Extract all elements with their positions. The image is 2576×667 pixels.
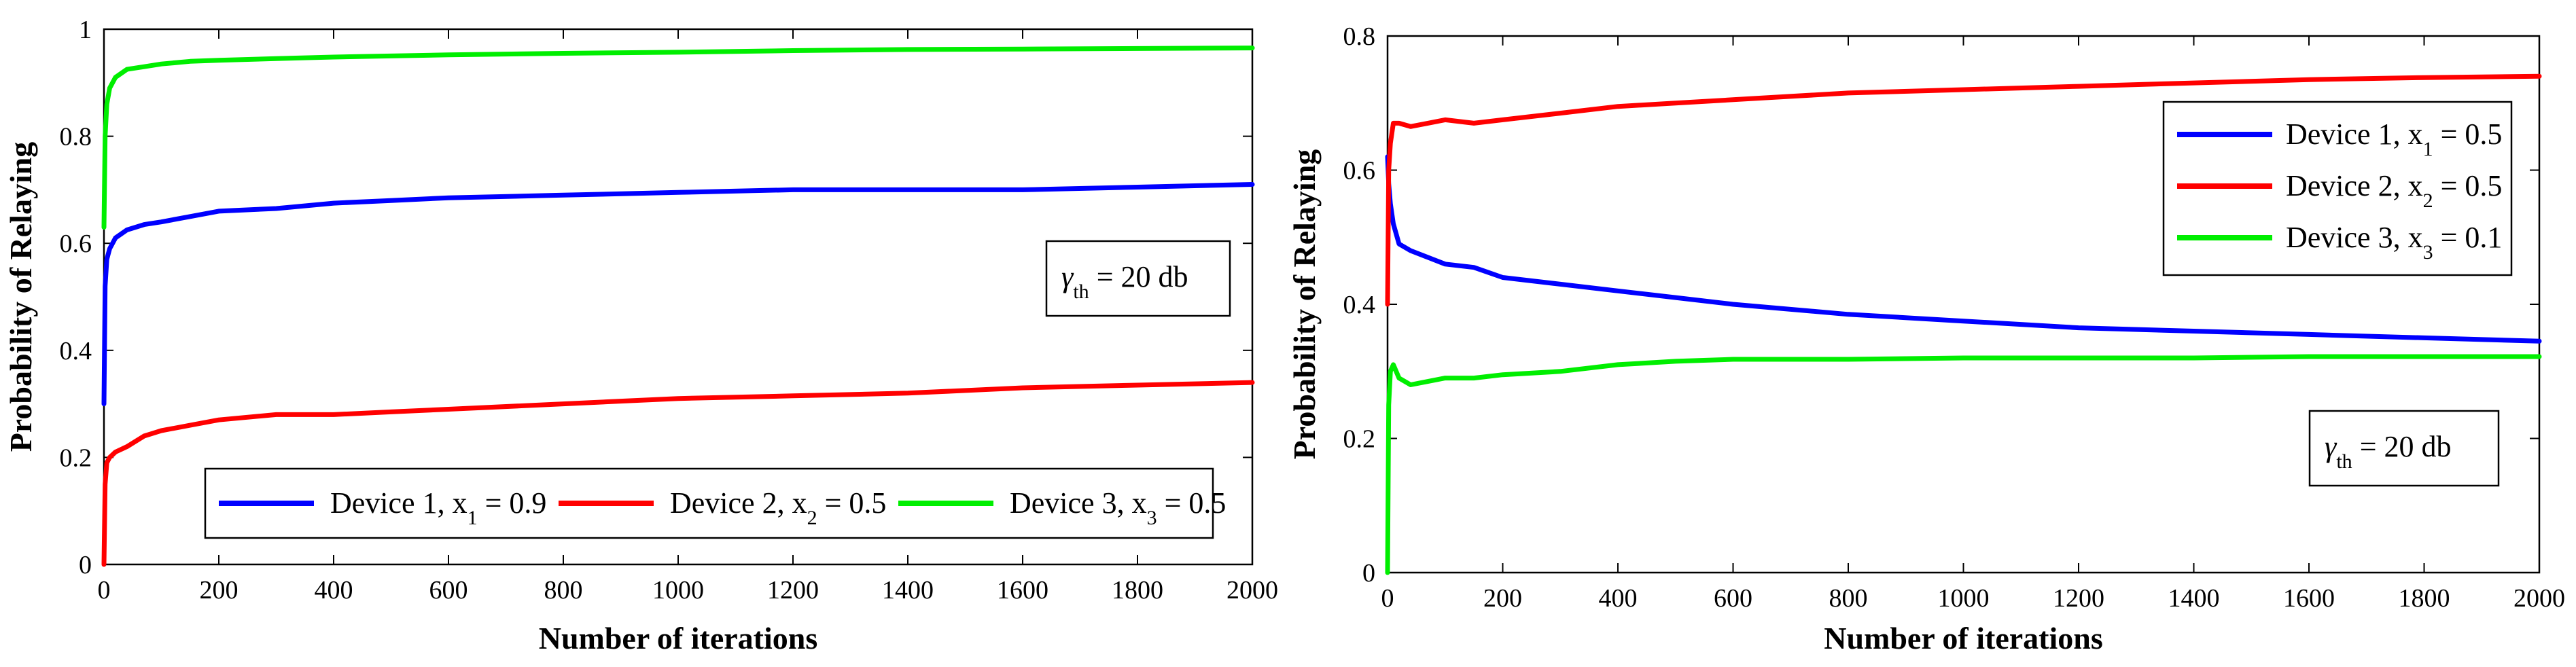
legend-label: Device 1, x1 = 0.5: [2286, 118, 2502, 160]
x-tick-label: 2000: [1227, 576, 1278, 605]
x-axis-label: Number of iterations: [539, 621, 818, 655]
x-tick-label: 1400: [882, 576, 934, 605]
x-tick-label: 600: [429, 576, 468, 605]
y-tick-label: 0.6: [1343, 157, 1376, 185]
x-tick-label: 0: [98, 576, 111, 605]
annotation-label: γth = 20 db: [2325, 430, 2452, 473]
y-tick-label: 1: [79, 16, 92, 44]
threshold-annotation: γth = 20 db: [2308, 410, 2500, 487]
x-tick-label: 1000: [1938, 584, 1990, 613]
legend-box: [204, 467, 1214, 539]
x-tick-label: 800: [1829, 584, 1868, 613]
x-tick-label: 1600: [2283, 584, 2335, 613]
legend-label: Device 2, x2 = 0.5: [670, 486, 886, 529]
x-tick-label: 200: [1483, 584, 1522, 613]
y-tick-label: 0.8: [1343, 22, 1376, 51]
series-line-device-1: [1385, 154, 2542, 344]
x-tick-label: 1800: [1112, 576, 1163, 605]
x-tick-label: 1400: [2168, 584, 2220, 613]
legend-label: Device 1, x1 = 0.9: [330, 486, 546, 529]
x-tick-label: 800: [544, 576, 583, 605]
x-tick-label: 1000: [652, 576, 704, 605]
threshold-annotation: γth = 20 db: [1045, 240, 1231, 317]
x-tick-label: 400: [1599, 584, 1638, 613]
x-axis-label: Number of iterations: [1824, 621, 2103, 655]
x-tick-label: 1800: [2399, 584, 2450, 613]
y-tick-label: 0: [79, 551, 92, 579]
x-tick-label: 0: [1381, 584, 1394, 613]
chart-1: 0 200 400 600 800 1000 1200 1400 1600 1800 2000 0 0.…: [3, 16, 1278, 655]
y-tick-label: 0: [1362, 559, 1375, 588]
y-tick-label: 0.4: [60, 337, 92, 365]
legend-label: Device 3, x3 = 0.1: [2286, 221, 2502, 264]
x-tick-label: 600: [1714, 584, 1752, 613]
y-tick-label: 0.6: [60, 230, 92, 258]
y-tick-label: 0.8: [60, 123, 92, 151]
legend: Device 1, x1 = 0.5 Device 2, x2 = 0.5 Devi…: [2162, 101, 2513, 276]
series-line-device-3: [1385, 354, 2542, 575]
x-tick-label: 400: [315, 576, 353, 605]
annotation-label: γth = 20 db: [1061, 260, 1188, 303]
x-tick-label: 1200: [2053, 584, 2104, 613]
series-line-device-1: [101, 182, 1255, 407]
legend: Device 1, x1 = 0.9 Device 2, x2 = 0.5 Devi…: [204, 467, 1226, 539]
annotation-box: [2308, 410, 2500, 487]
legend-label: Device 3, x3 = 0.5: [1010, 486, 1226, 529]
y-tick-label: 0.2: [60, 444, 92, 472]
series-line-device-3: [101, 46, 1255, 230]
annotation-box: [1045, 240, 1231, 317]
legend-label: Device 2, x2 = 0.5: [2286, 169, 2502, 212]
x-tick-label: 1200: [767, 576, 819, 605]
y-tick-label: 0.4: [1343, 291, 1376, 319]
x-tick-label: 1600: [997, 576, 1048, 605]
series-line-device-2: [101, 380, 1255, 567]
x-tick-label: 200: [200, 576, 239, 605]
y-axis-label: Probability of Relaying: [3, 142, 38, 452]
series-line-device-2: [1385, 73, 2542, 307]
chart-2: 0 200 400 600 800 1000 1200 1400 1600 1800 2000 0 0.…: [1287, 22, 2565, 655]
y-tick-label: 0.2: [1343, 425, 1376, 454]
x-tick-label: 2000: [2513, 584, 2565, 613]
y-axis-label: Probability of Relaying: [1287, 149, 1322, 460]
